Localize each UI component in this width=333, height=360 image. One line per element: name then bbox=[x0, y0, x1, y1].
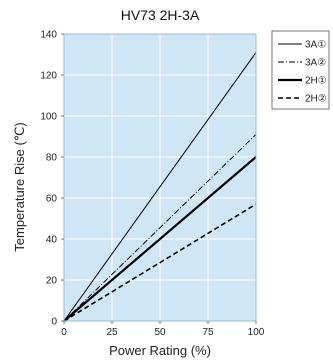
x-tick-label: 75 bbox=[202, 327, 214, 338]
y-tick-label: 80 bbox=[46, 153, 58, 164]
y-tick-label: 40 bbox=[46, 235, 58, 246]
y-tick-label: 60 bbox=[46, 194, 58, 205]
x-axis-title: Power Rating (%) bbox=[109, 343, 211, 358]
series-line-2 bbox=[63, 134, 257, 322]
y-tick-label: 20 bbox=[46, 276, 58, 287]
y-tick-label: 120 bbox=[40, 71, 57, 82]
x-tick-label: 0 bbox=[61, 327, 67, 338]
y-axis-title: Temperature Rise (℃) bbox=[12, 122, 27, 251]
series-line-3 bbox=[63, 156, 257, 322]
legend-label: 2H② bbox=[305, 94, 327, 105]
series-layer bbox=[63, 52, 257, 322]
series-line-1 bbox=[63, 52, 257, 322]
legend-label: 3A② bbox=[305, 58, 326, 69]
y-tick-label: 100 bbox=[40, 112, 57, 123]
x-tick-labels: 0 25 50 75 100 bbox=[61, 321, 265, 338]
series-line-4 bbox=[63, 203, 257, 322]
legend-label: 2H① bbox=[305, 76, 327, 87]
y-tick-label: 140 bbox=[40, 30, 57, 41]
legend: 3A① 3A② 2H① 2H② bbox=[271, 30, 330, 110]
x-tick-label: 25 bbox=[106, 327, 118, 338]
x-tick-label: 50 bbox=[154, 327, 166, 338]
y-tick-labels: 0 20 40 60 80 100 120 140 bbox=[40, 30, 64, 328]
y-tick-label: 0 bbox=[51, 317, 57, 328]
legend-label: 3A① bbox=[305, 40, 326, 51]
x-tick-label: 100 bbox=[248, 327, 265, 338]
chart-title: HV73 2H-3A bbox=[121, 7, 200, 23]
